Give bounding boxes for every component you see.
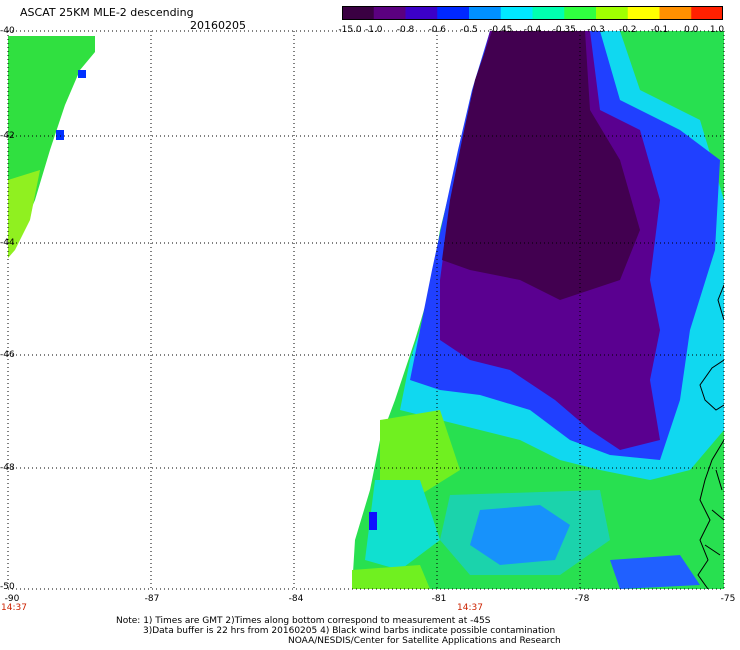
colorbar-tick-label: -0.8: [396, 25, 415, 35]
lat-label: -40: [0, 26, 15, 36]
south-east-blue: [610, 555, 700, 589]
note-line-3: NOAA/NESDIS/Center for Satellite Applica…: [288, 636, 561, 646]
colorbar-tick-label: -0.5: [460, 25, 478, 35]
lat-label: -44: [0, 238, 15, 248]
lat-label: -48: [0, 463, 15, 473]
lat-label: -50: [0, 582, 15, 592]
south-green-bottom: [352, 565, 430, 589]
product-title: ASCAT 25KM MLE-2 descending: [20, 6, 194, 19]
colorbar-tick-label: -0.3: [587, 25, 605, 35]
east-swath-dark-core: [442, 31, 640, 300]
colorbar-swatch: [532, 6, 565, 20]
coastline: [697, 284, 724, 589]
colorbar-swatch: [659, 6, 692, 20]
note-line-2: 3)Data buffer is 22 hrs from 20160205 4)…: [143, 626, 556, 636]
colorbar-swatch: [437, 6, 470, 20]
colorbar-tick-label: -0.6: [428, 25, 447, 35]
colorbar-swatch: [342, 6, 375, 20]
colorbar-tick-label: -0.35: [552, 25, 576, 35]
product-date: 20160205: [190, 19, 246, 32]
note-line-1: Note: 1) Times are GMT 2)Times along bot…: [116, 616, 491, 626]
colorbar: [342, 6, 723, 20]
colorbar-swatch: [596, 6, 629, 20]
colorbar-swatch: [627, 6, 660, 20]
colorbar-swatch: [500, 6, 533, 20]
colorbar-tick-label: 1.0: [709, 25, 725, 35]
lon-label: -78: [574, 594, 590, 604]
west-swath-light: [8, 170, 40, 258]
south-west-cyan: [365, 480, 440, 570]
lat-label: -46: [0, 350, 15, 360]
colorbar-tick-label: 0.0: [684, 25, 699, 35]
colorbar-tick-label: -0.2: [618, 25, 637, 35]
lon-label: -81: [431, 594, 447, 604]
colorbar-tick-label: -1.0: [364, 25, 383, 35]
lon-label: -75: [720, 594, 736, 604]
colorbar-tick-label: -0.4: [523, 25, 542, 35]
lon-label: -90: [4, 594, 20, 604]
west-swath-blue-dot: [56, 130, 64, 140]
colorbar-swatch: [373, 6, 406, 20]
colorbar-tick-label: -15.0: [338, 25, 362, 35]
colorbar-swatch: [405, 6, 438, 20]
south-cyan-blob: [440, 490, 610, 575]
lon-label: -87: [144, 594, 160, 604]
time-label: 14:37: [457, 603, 483, 613]
south-blue-dot: [369, 512, 377, 530]
colorbar-border: [342, 6, 723, 20]
time-label: 14:37: [1, 603, 27, 613]
lon-label: -84: [288, 594, 304, 604]
grid: [7, 30, 725, 590]
colorbar-tick-label: -0.45: [489, 25, 513, 35]
west-swath-blue-dot: [78, 70, 86, 78]
colorbar-tick-label: -0.1: [650, 25, 669, 35]
colorbar-swatch: [691, 6, 723, 20]
lat-label: -42: [0, 131, 15, 141]
south-green-patch: [380, 410, 460, 495]
colorbar-swatch: [564, 6, 597, 20]
colorbar-swatch: [469, 6, 502, 20]
